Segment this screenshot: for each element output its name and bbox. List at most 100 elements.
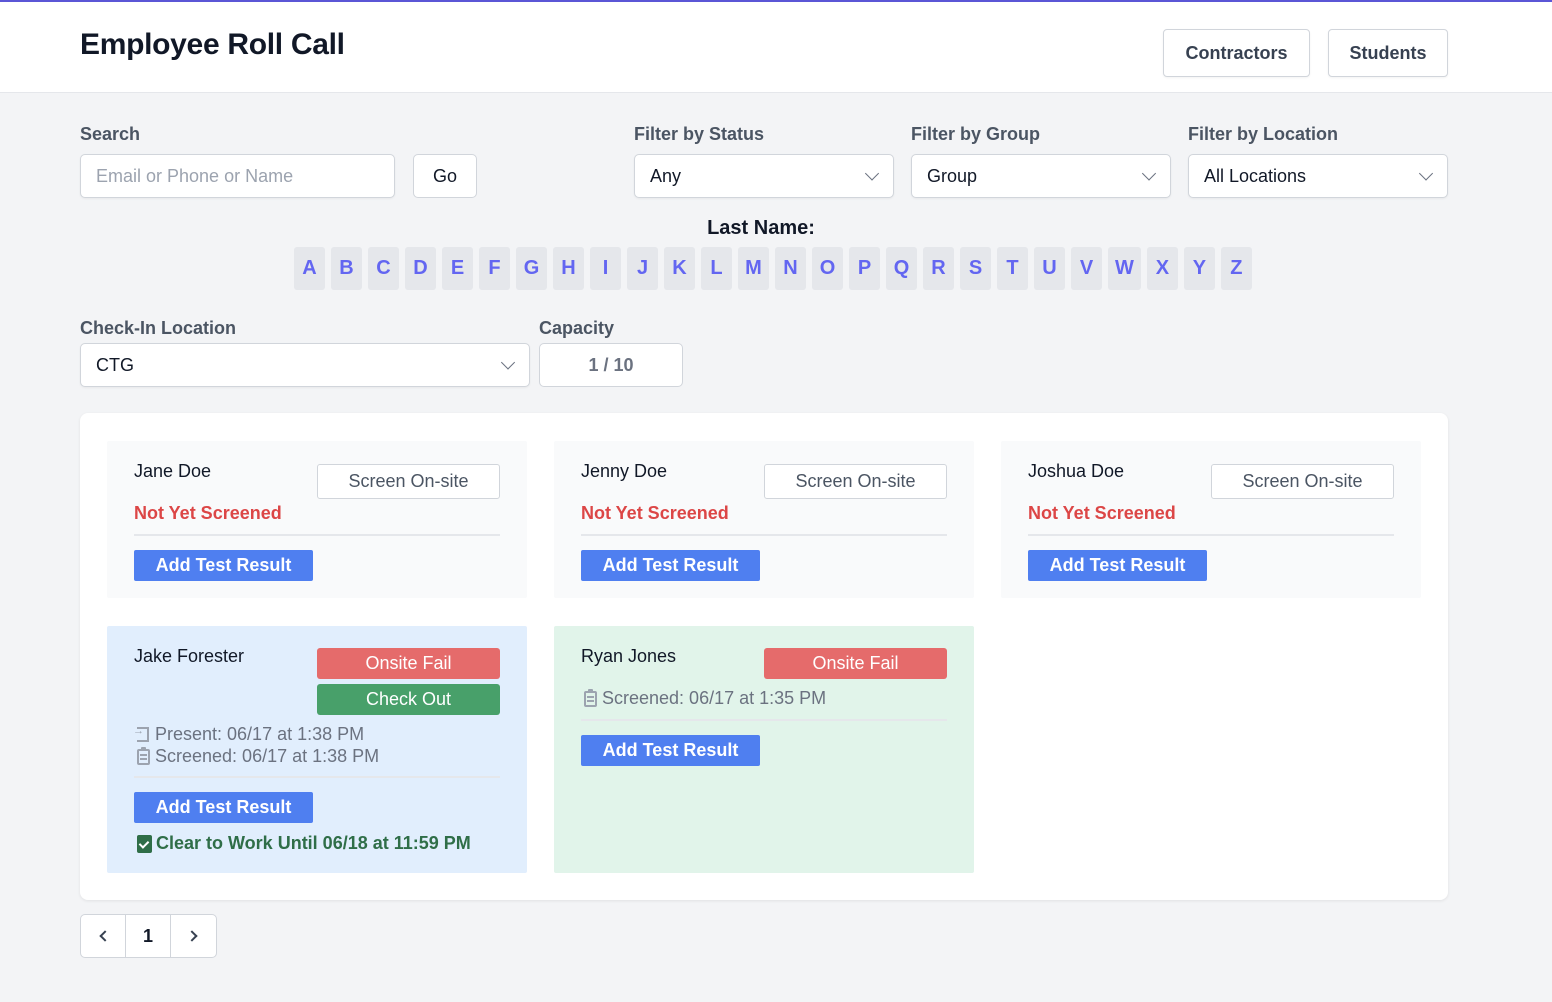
go-button[interactable]: Go <box>413 154 477 198</box>
checkin-location-value: CTG <box>96 354 134 375</box>
letter-button-x[interactable]: X <box>1146 247 1178 290</box>
clipboard-icon <box>584 688 597 707</box>
employee-name: Joshua Doe <box>1028 461 1125 481</box>
screen-onsite-button[interactable]: Screen On-site <box>764 464 947 499</box>
group-filter-select[interactable]: Group <box>911 154 1171 198</box>
employee-card: Joshua Doe Screen On-site Not Yet Screen… <box>1001 441 1421 598</box>
letter-button-p[interactable]: P <box>849 247 880 290</box>
group-filter-label: Filter by Group <box>911 124 1041 144</box>
letter-button-l[interactable]: L <box>701 247 732 290</box>
capacity-label: Capacity <box>539 318 615 338</box>
letter-button-v[interactable]: V <box>1071 247 1102 290</box>
employee-cards-panel: Jane Doe Screen On-site Not Yet Screened… <box>80 413 1448 900</box>
add-test-result-button[interactable]: Add Test Result <box>1028 550 1207 581</box>
letter-button-a[interactable]: A <box>294 247 325 290</box>
capacity-value: 1 / 10 <box>539 343 683 387</box>
location-filter-select[interactable]: All Locations <box>1188 154 1448 198</box>
location-filter-value: All Locations <box>1204 165 1307 186</box>
employee-card: Jake Forester Onsite Fail Check Out Pres… <box>107 626 527 873</box>
card-divider <box>581 534 947 536</box>
location-filter-label: Filter by Location <box>1188 124 1339 144</box>
letter-button-b[interactable]: B <box>331 247 362 290</box>
screened-time: Screened: 06/17 at 1:35 PM <box>584 688 826 709</box>
checkin-location-select[interactable]: CTG <box>80 343 530 387</box>
letter-button-j[interactable]: J <box>627 247 658 290</box>
chevron-down-icon <box>1141 166 1157 181</box>
search-placeholder: Email or Phone or Name <box>96 165 294 186</box>
employee-name: Jane Doe <box>134 461 212 481</box>
employee-card: Ryan Jones Onsite Fail Screened: 06/17 a… <box>554 626 974 873</box>
chevron-right-icon <box>186 930 198 942</box>
employee-name: Ryan Jones <box>581 646 677 666</box>
last-name-label: Last Name: <box>707 217 815 239</box>
letter-button-f[interactable]: F <box>479 247 510 290</box>
chevron-left-icon <box>98 930 111 942</box>
letter-button-i[interactable]: I <box>590 247 621 290</box>
next-page-button[interactable] <box>171 915 216 957</box>
screening-status: Not Yet Screened <box>581 503 729 523</box>
screened-time: Screened: 06/17 at 1:38 PM <box>137 746 379 767</box>
letter-button-g[interactable]: G <box>516 247 547 290</box>
card-divider <box>1028 534 1394 536</box>
search-input[interactable]: Email or Phone or Name <box>80 154 395 198</box>
letter-button-u[interactable]: U <box>1034 247 1065 290</box>
onsite-fail-button[interactable]: Onsite Fail <box>317 648 500 679</box>
page-header: Employee Roll Call Contractors Students <box>0 2 1552 93</box>
add-test-result-button[interactable]: Add Test Result <box>134 792 313 823</box>
students-button[interactable]: Students <box>1328 29 1448 77</box>
letter-button-n[interactable]: N <box>775 247 806 290</box>
page-number-button[interactable]: 1 <box>126 915 171 957</box>
letter-button-d[interactable]: D <box>405 247 436 290</box>
letter-button-o[interactable]: O <box>812 247 843 290</box>
letter-button-r[interactable]: R <box>923 247 954 290</box>
screen-onsite-button[interactable]: Screen On-site <box>1211 464 1394 499</box>
screening-status: Not Yet Screened <box>134 503 282 523</box>
door-enter-icon <box>133 725 150 743</box>
employee-name: Jake Forester <box>134 646 245 666</box>
letter-button-z[interactable]: Z <box>1220 247 1252 290</box>
letter-button-e[interactable]: E <box>442 247 473 290</box>
card-divider <box>134 776 500 778</box>
chevron-down-icon <box>1418 166 1434 181</box>
add-test-result-button[interactable]: Add Test Result <box>581 735 760 766</box>
screened-text: Screened: 06/17 at 1:38 PM <box>155 746 380 766</box>
add-test-result-button[interactable]: Add Test Result <box>134 550 313 581</box>
clipboard-icon <box>137 746 150 765</box>
clear-to-work-status: Clear to Work Until 06/18 at 11:59 PM <box>137 833 471 854</box>
status-filter-select[interactable]: Any <box>634 154 894 198</box>
status-filter-value: Any <box>650 165 682 186</box>
letter-button-k[interactable]: K <box>664 247 695 290</box>
check-out-button[interactable]: Check Out <box>317 684 500 715</box>
employee-name: Jenny Doe <box>581 461 668 481</box>
letter-button-t[interactable]: T <box>997 247 1028 290</box>
clear-to-work-text: Clear to Work Until 06/18 at 11:59 PM <box>156 833 471 853</box>
chevron-down-icon <box>864 166 880 181</box>
present-text: Present: 06/17 at 1:38 PM <box>155 724 365 744</box>
chevron-down-icon <box>500 355 516 370</box>
onsite-fail-button[interactable]: Onsite Fail <box>764 648 947 679</box>
letter-button-h[interactable]: H <box>553 247 584 290</box>
letter-button-y[interactable]: Y <box>1183 247 1215 290</box>
search-label: Search <box>80 124 141 144</box>
letter-button-w[interactable]: W <box>1108 247 1141 290</box>
clipboard-check-icon <box>137 834 152 853</box>
status-filter-label: Filter by Status <box>634 124 765 144</box>
card-divider <box>581 719 947 721</box>
screen-onsite-button[interactable]: Screen On-site <box>317 464 500 499</box>
letter-button-q[interactable]: Q <box>886 247 917 290</box>
employee-card: Jane Doe Screen On-site Not Yet Screened… <box>107 441 527 598</box>
letter-button-s[interactable]: S <box>960 247 991 290</box>
previous-page-button[interactable] <box>81 915 126 957</box>
page-title: Employee Roll Call <box>80 28 345 61</box>
letter-button-m[interactable]: M <box>738 247 769 290</box>
checkin-location-label: Check-In Location <box>80 318 237 338</box>
group-filter-value: Group <box>927 165 978 186</box>
pagination: 1 <box>80 914 217 958</box>
contractors-button[interactable]: Contractors <box>1163 29 1310 77</box>
employee-card: Jenny Doe Screen On-site Not Yet Screene… <box>554 441 974 598</box>
screened-text: Screened: 06/17 at 1:35 PM <box>602 688 827 708</box>
letter-button-c[interactable]: C <box>368 247 399 290</box>
card-divider <box>134 534 500 536</box>
present-time: Present: 06/17 at 1:38 PM <box>133 724 365 745</box>
add-test-result-button[interactable]: Add Test Result <box>581 550 760 581</box>
